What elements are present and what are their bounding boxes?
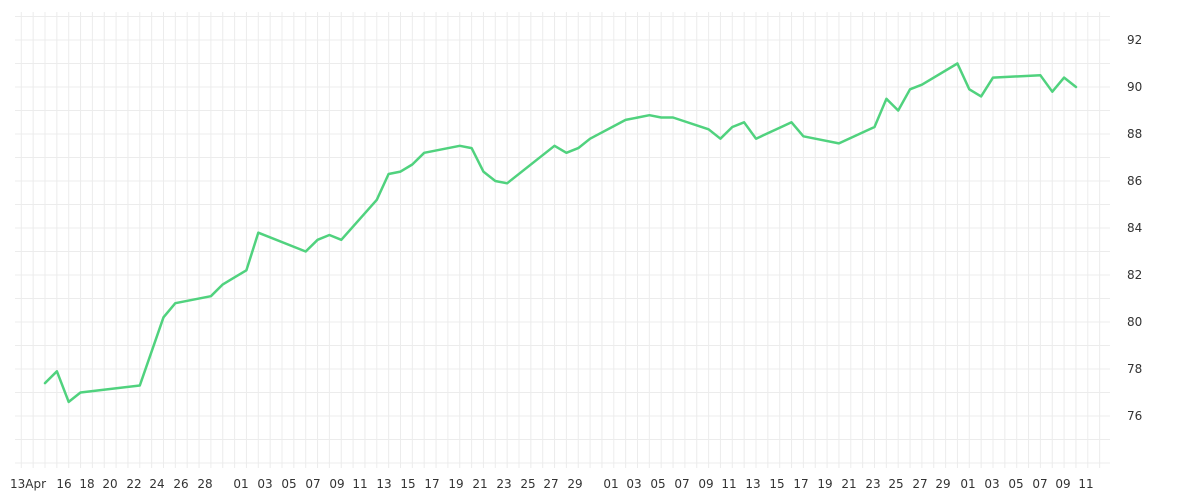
x-tick-label: 29: [567, 477, 582, 491]
x-tick-label: 15: [769, 477, 784, 491]
x-tick-label: 19: [817, 477, 832, 491]
x-tick-label: 26: [173, 477, 188, 491]
x-tick-label: 11: [721, 477, 736, 491]
x-tick-label: 07: [674, 477, 689, 491]
x-tick-label: 09: [1055, 477, 1070, 491]
series-line: [43, 62, 1078, 404]
x-tick-label: 05: [1008, 477, 1023, 491]
x-tick-label: 09: [329, 477, 344, 491]
y-tick-label: 84: [1127, 221, 1142, 235]
x-tick-label: 05: [281, 477, 296, 491]
x-tick-label: 03: [984, 477, 999, 491]
x-tick-label: 11: [1078, 477, 1093, 491]
y-axis-ticks: 76 78 80 82 84 86 88 90 92: [1127, 33, 1142, 423]
y-tick-label: 82: [1127, 268, 1142, 282]
x-tick-label: 03: [626, 477, 641, 491]
x-tick-label: 01: [233, 477, 248, 491]
x-tick-label: 09: [698, 477, 713, 491]
x-tick-label: 13: [376, 477, 391, 491]
x-tick-label: 27: [543, 477, 558, 491]
x-tick-label: 25: [520, 477, 535, 491]
x-tick-label: 21: [841, 477, 856, 491]
x-tick-label: 07: [1032, 477, 1047, 491]
y-tick-label: 76: [1127, 409, 1142, 423]
y-tick-label: 86: [1127, 174, 1142, 188]
y-tick-label: 92: [1127, 33, 1142, 47]
series-group: [43, 62, 1078, 404]
x-tick-label: 23: [865, 477, 880, 491]
x-axis-ticks: 13Apr 16 18 20 22 24 26 28 01 03 05 07 09 11 13 15 17 19 2…: [10, 477, 1094, 491]
x-tick-label: 07: [305, 477, 320, 491]
x-tick-label: 22: [126, 477, 141, 491]
x-tick-label: 23: [496, 477, 511, 491]
x-tick-label: 01: [960, 477, 975, 491]
y-tick-label: 88: [1127, 127, 1142, 141]
x-tick-label: 03: [257, 477, 272, 491]
y-tick-label: 90: [1127, 80, 1142, 94]
x-tick-label: 19: [448, 477, 463, 491]
x-tick-label: 21: [472, 477, 487, 491]
x-tick-label: 13Apr: [10, 477, 46, 491]
x-tick-label: 27: [912, 477, 927, 491]
x-tick-label: 29: [935, 477, 950, 491]
x-tick-label: 17: [793, 477, 808, 491]
x-tick-label: 24: [149, 477, 164, 491]
x-tick-label: 16: [56, 477, 71, 491]
x-tick-label: 13: [745, 477, 760, 491]
y-tick-label: 80: [1127, 315, 1142, 329]
vertical-gridlines: [20, 12, 1101, 468]
horizontal-gridlines: [15, 16, 1110, 464]
x-tick-label: 11: [352, 477, 367, 491]
x-tick-label: 25: [888, 477, 903, 491]
y-tick-label: 78: [1127, 362, 1142, 376]
x-tick-label: 28: [197, 477, 212, 491]
x-tick-label: 20: [102, 477, 117, 491]
x-tick-label: 05: [650, 477, 665, 491]
x-tick-label: 01: [603, 477, 618, 491]
x-tick-label: 18: [79, 477, 94, 491]
x-tick-label: 17: [424, 477, 439, 491]
x-tick-label: 15: [400, 477, 415, 491]
